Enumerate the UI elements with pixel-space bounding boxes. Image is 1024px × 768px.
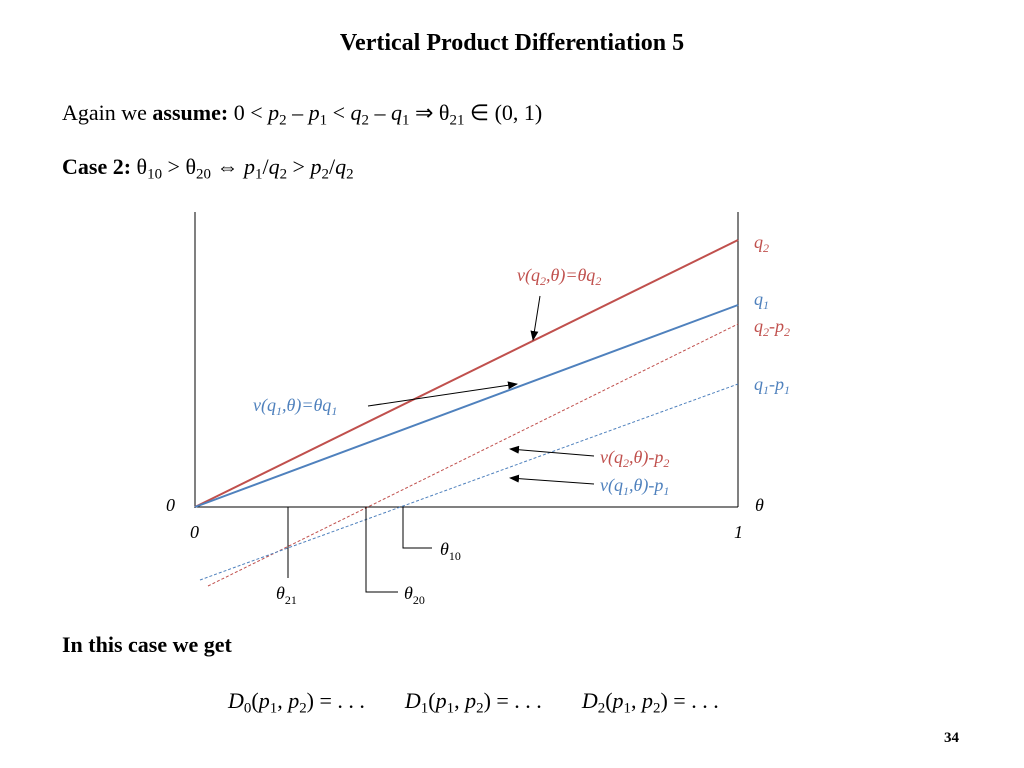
arrow-v-q2-p2 — [509, 445, 595, 457]
label-v-q2: v(q2,θ)=θq2 — [517, 265, 601, 288]
label-v-q1: v(q1,θ)=θq1 — [253, 395, 337, 418]
label-theta21: θ21 — [276, 583, 297, 607]
line-theta-q2 — [194, 239, 739, 508]
demand-formulas: D0(p1, p2) = . . . D1(p1, p2) = . . . D2(p… — [228, 688, 719, 717]
case-label: Case 2: — [62, 154, 132, 179]
origin-x-label: 0 — [190, 522, 199, 542]
page-number: 34 — [944, 730, 959, 746]
assumption-line: Again we assume: 0 < p2 – p1 < q2 – q1 ⇒… — [62, 100, 543, 129]
label-q2: q2 — [754, 232, 769, 255]
arrow-v-q2 — [530, 295, 541, 341]
arrow-v-q1 — [367, 381, 518, 407]
origin-y-label: 0 — [166, 495, 175, 515]
label-v-q1-minus-p1: v(q1,θ)-p1 — [600, 475, 669, 498]
slide-title: Vertical Product Differentiation 5 — [339, 30, 685, 56]
x-axis-label: θ — [755, 495, 764, 515]
theta10-leader — [402, 507, 432, 549]
x-end-label: 1 — [734, 522, 743, 542]
demand-d0: D0(p1, p2) = . . . — [228, 688, 365, 717]
label-v-q2-minus-p2: v(q2,θ)-p2 — [600, 447, 669, 470]
demand-d2: D2(p1, p2) = . . . — [581, 688, 719, 717]
theta20-leader — [365, 507, 398, 593]
label-q1-minus-p1: q1-p1 — [754, 374, 790, 397]
assumption-formula: 0 < p2 – p1 < q2 – q1 ⇒ θ21 ∈ (0, 1) — [233, 100, 543, 129]
case-line: Case 2: θ10 > θ20 ⇔ p1/q2 > p2/q2 — [62, 154, 354, 183]
line-theta-q2-minus-p2 — [207, 323, 739, 587]
line-theta-q1-minus-p1 — [199, 383, 739, 581]
demand-d1: D1(p1, p2) = . . . — [404, 688, 542, 717]
case-formula: θ10 > θ20 ⇔ p1/q2 > p2/q2 — [136, 154, 354, 183]
in-this-case-text: In this case we get — [62, 632, 232, 657]
label-q1: q1 — [754, 289, 769, 312]
label-q2-minus-p2: q2-p2 — [754, 316, 790, 339]
assume-intro: Again we — [62, 100, 147, 125]
assume-bold: assume: — [152, 100, 229, 125]
line-theta-q1 — [194, 304, 739, 508]
label-theta20: θ20 — [404, 583, 425, 607]
arrow-v-q1-p1 — [509, 474, 595, 485]
label-theta10: θ10 — [440, 539, 461, 563]
